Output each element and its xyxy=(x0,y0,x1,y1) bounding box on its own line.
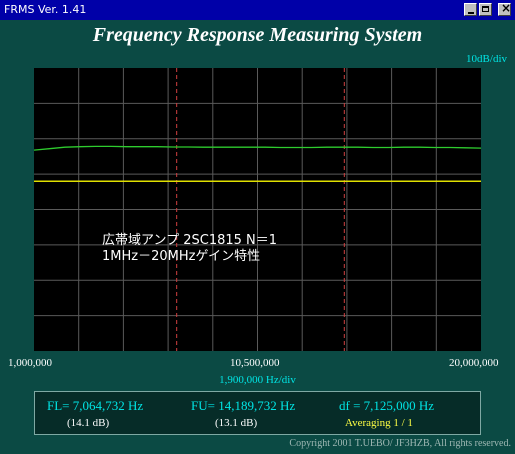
fu-readout: FU= 14,189,732 Hz xyxy=(191,398,296,413)
annotation-line-1: 広帯域アンプ 2SC1815 N＝1 xyxy=(102,233,278,248)
graph-annotation: 広帯域アンプ 2SC1815 N＝1 1MHz－20MHzゲイン特性 xyxy=(102,233,277,265)
window-title: FRMS Ver. 1.41 xyxy=(4,3,87,16)
x-mid-label: 10,500,000 xyxy=(230,357,280,369)
averaging-readout: Averaging 1 / 1 xyxy=(345,417,413,429)
close-button[interactable] xyxy=(498,1,511,16)
x-min-label: 1,000,000 xyxy=(8,357,52,369)
graph-canvas xyxy=(34,68,481,351)
app-heading: Frequency Response Measuring System xyxy=(92,24,423,46)
response-trace xyxy=(34,145,481,151)
annotation-line-2: 1MHz－20MHzゲイン特性 xyxy=(102,249,261,264)
title-bar: FRMS Ver. 1.41 xyxy=(0,0,515,20)
response-graph[interactable]: 広帯域アンプ 2SC1815 N＝1 1MHz－20MHzゲイン特性 xyxy=(34,68,481,351)
copyright-text: Copyright 2001 T.UEBO/ JF3HZB, All right… xyxy=(289,438,511,449)
fl-db-readout: (14.1 dB) xyxy=(67,417,110,429)
maximize-button[interactable] xyxy=(479,3,492,16)
x-scale-label: 1,900,000 Hz/div xyxy=(219,374,296,386)
x-max-label: 20,000,000 xyxy=(449,357,499,369)
y-scale-label: 10dB/div xyxy=(466,53,507,65)
readout-panel: FL= 7,064,732 Hz (14.1 dB) FU= 14,189,73… xyxy=(34,391,481,435)
df-readout: df = 7,125,000 Hz xyxy=(339,398,435,413)
fu-db-readout: (13.1 dB) xyxy=(215,417,258,429)
minimize-button[interactable] xyxy=(464,3,477,16)
fl-readout: FL= 7,064,732 Hz xyxy=(47,398,144,413)
